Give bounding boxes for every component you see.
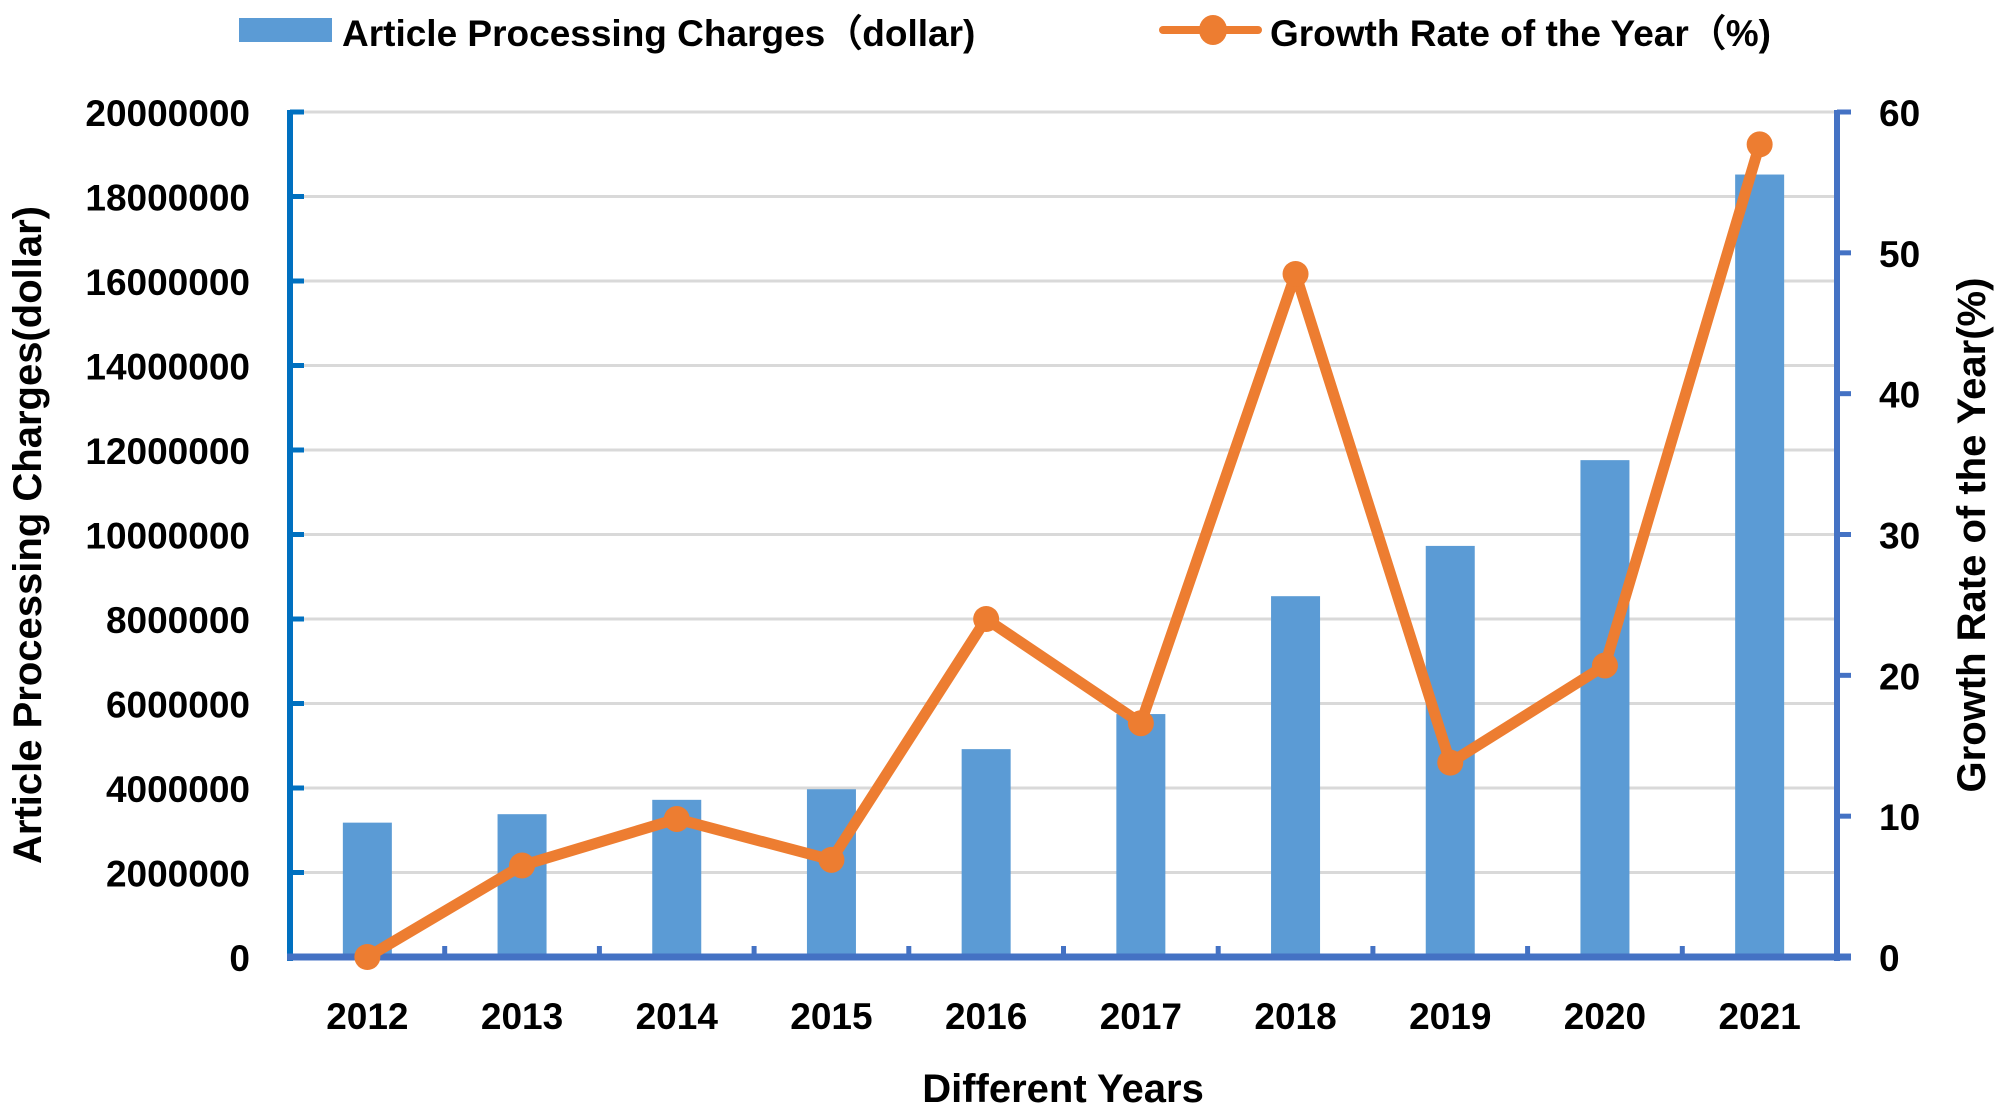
- x-axis-ticks: 2012 2013 2014 2015 2016 2017 2018 2019 2020 2021: [326, 996, 1801, 1037]
- growth-point: [1127, 710, 1154, 737]
- y-tick-label: 12000000: [85, 431, 250, 472]
- y-tick-label: 6000000: [106, 685, 250, 726]
- legend-item-apc: Article Processing Charges（dollar): [239, 6, 975, 54]
- bar: [342, 822, 392, 957]
- growth-point: [1437, 749, 1464, 776]
- y-tick-label: 14000000: [85, 347, 250, 388]
- growth-point: [1591, 652, 1618, 679]
- bar: [1271, 596, 1321, 957]
- bar: [961, 749, 1011, 957]
- legend-bar-swatch-icon: [239, 18, 332, 42]
- y2-tick-label: 40: [1879, 375, 1920, 416]
- y-tick-label: 8000000: [106, 600, 250, 641]
- x-tick-label: 2014: [636, 996, 719, 1037]
- bar: [497, 814, 547, 957]
- y2-tick-label: 60: [1879, 93, 1920, 134]
- x-axis-title: Different Years: [922, 1067, 1204, 1107]
- y-tick-label: 2000000: [106, 854, 250, 895]
- bar: [806, 789, 856, 957]
- x-tick-label: 2021: [1718, 996, 1800, 1037]
- growth-point: [354, 944, 381, 970]
- legend-label-growth: Growth Rate of the Year（%): [1270, 13, 1771, 54]
- y-tick-label: 0: [229, 938, 250, 979]
- y2-tick-label: 0: [1879, 938, 1900, 979]
- growth-point: [663, 805, 690, 832]
- growth-point: [1746, 131, 1773, 158]
- y2-tick-label: 50: [1879, 234, 1920, 275]
- x-tick-label: 2016: [945, 996, 1027, 1037]
- y-tick-label: 10000000: [85, 516, 250, 557]
- x-tick-label: 2020: [1564, 996, 1646, 1037]
- axes: [287, 109, 1851, 961]
- legend-line-marker-icon: [1159, 10, 1262, 50]
- line-series: [354, 131, 1773, 970]
- y2-tick-label: 20: [1879, 656, 1920, 697]
- growth-point: [509, 852, 536, 879]
- y-tick-label: 16000000: [85, 262, 250, 303]
- bar: [1580, 460, 1630, 957]
- legend-label-apc: Article Processing Charges（dollar): [342, 13, 976, 54]
- growth-point: [818, 846, 845, 873]
- gridlines: [290, 110, 1837, 874]
- x-tick-label: 2018: [1254, 996, 1336, 1037]
- x-tick-label: 2017: [1100, 996, 1182, 1037]
- legend-item-growth: Growth Rate of the Year（%): [1159, 6, 1771, 54]
- y2-tick-label: 10: [1879, 797, 1920, 838]
- x-tick-label: 2013: [481, 996, 563, 1037]
- growth-point: [973, 606, 1000, 632]
- x-tick-label: 2012: [326, 996, 408, 1037]
- y-axis-right-title: Growth Rate of the Year(%): [1950, 278, 1994, 793]
- y-tick-label: 4000000: [106, 769, 250, 810]
- x-tick-label: 2015: [790, 996, 872, 1037]
- growth-point: [1282, 260, 1309, 287]
- x-tick-label: 2019: [1409, 996, 1491, 1037]
- bar: [1735, 174, 1785, 957]
- y-axis-right-ticks: 0 10 20 30 40 50 60: [1879, 93, 1920, 979]
- y-tick-label: 18000000: [85, 178, 250, 219]
- growth-line: [364, 142, 1765, 962]
- y2-tick-label: 30: [1879, 516, 1920, 557]
- bar-series: [342, 174, 1785, 957]
- y-tick-label: 20000000: [85, 93, 250, 134]
- y-axis-left-ticks: 0 2000000 4000000 6000000 8000000 10000000 120…: [85, 93, 250, 979]
- bar: [1116, 714, 1166, 957]
- y-axis-left-title: Article Processing Charges(dollar): [6, 206, 50, 864]
